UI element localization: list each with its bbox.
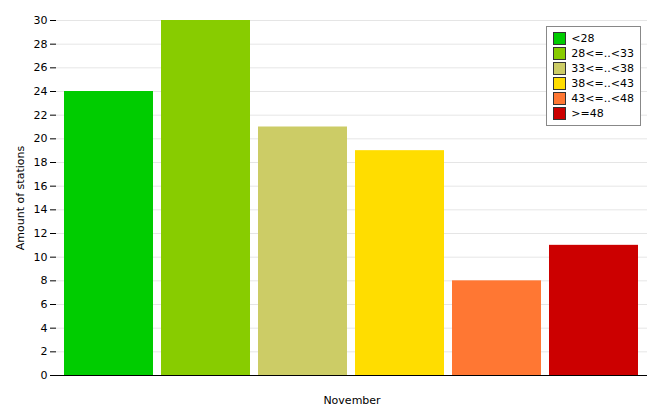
html-text:38<=..<43: 38<=..<43 (571, 77, 634, 90)
svg-text:Amount of stations: Amount of stations (14, 146, 27, 251)
svg-text:16: 16 (34, 180, 48, 193)
svg-text:26: 26 (34, 61, 48, 74)
svg-text:12: 12 (34, 227, 48, 240)
svg-text:2: 2 (41, 345, 48, 358)
html-text:28<=..<33: 28<=..<33 (571, 47, 634, 60)
svg-text:10: 10 (34, 251, 48, 264)
svg-text:0: 0 (41, 369, 48, 382)
svg-text:28: 28 (34, 38, 48, 51)
svg-text:30: 30 (34, 14, 48, 27)
html-text:33<=..<38: 33<=..<38 (571, 62, 634, 75)
svg-text:8: 8 (41, 274, 48, 287)
svg-text:20: 20 (34, 132, 48, 145)
svg-text:6: 6 (41, 298, 48, 311)
svg-text:18: 18 (34, 156, 48, 169)
html-text:43<=..<48: 43<=..<48 (571, 92, 634, 105)
html-text:<28: <28 (571, 32, 595, 45)
svg-text:November: November (323, 394, 381, 407)
svg-text:24: 24 (34, 85, 48, 98)
svg-text:22: 22 (34, 109, 48, 122)
svg-text:4: 4 (41, 322, 48, 335)
svg-text:14: 14 (34, 203, 48, 216)
html-text:>=48: >=48 (571, 107, 604, 120)
